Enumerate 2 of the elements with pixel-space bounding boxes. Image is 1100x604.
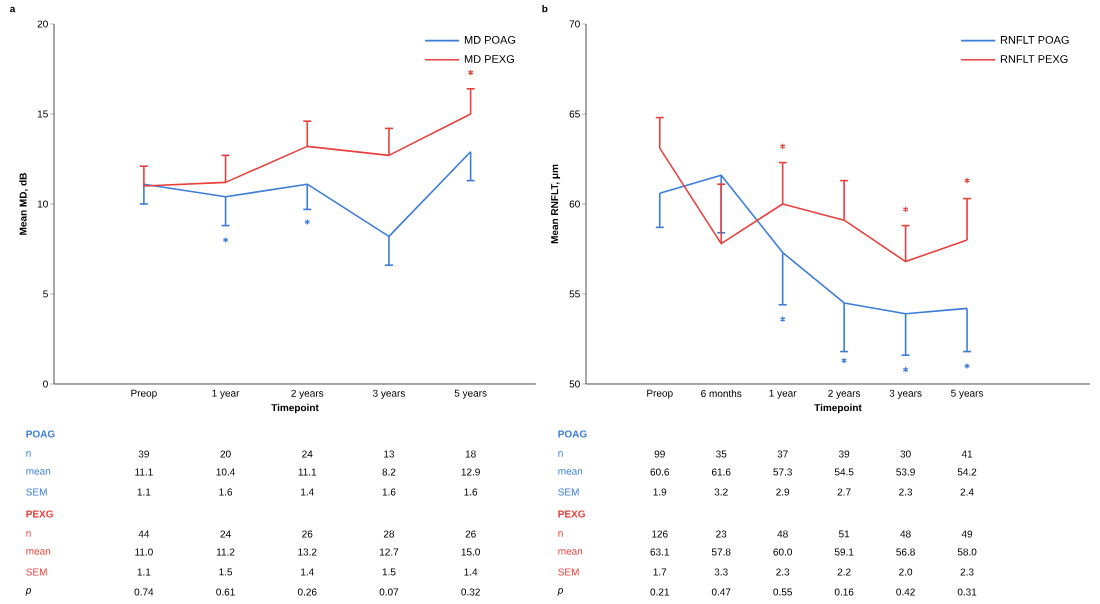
point (964, 362, 970, 370)
point (222, 236, 229, 244)
